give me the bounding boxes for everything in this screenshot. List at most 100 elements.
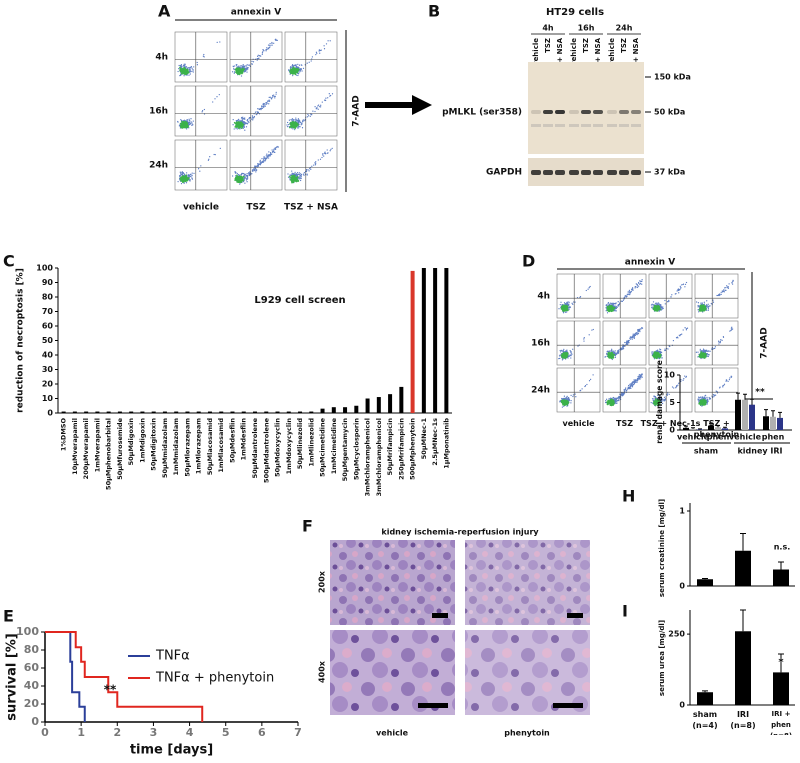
- marker-label: annexin V: [231, 8, 281, 18]
- x-tick-label: 1mMdigoxin: [138, 418, 146, 463]
- annotation: **: [755, 388, 765, 398]
- bar: [444, 268, 449, 413]
- bar: [708, 425, 714, 430]
- x-tick-label: 500µMdantrolene: [262, 417, 270, 483]
- blot-band-faint: [593, 124, 603, 127]
- bar: [275, 411, 280, 413]
- x-tick-label: 1: [77, 726, 85, 739]
- facs-events-dense: [698, 351, 707, 359]
- facs-events-dense: [179, 174, 190, 183]
- y-tick-label: 100: [36, 264, 53, 273]
- blot-band-faint: [531, 124, 541, 127]
- facs-events-dense: [289, 174, 300, 184]
- panel-letter: H: [622, 487, 635, 506]
- error-bar: [740, 533, 746, 551]
- y-axis-label: survival [%]: [5, 633, 20, 720]
- lane-label: TSZ + NSA: [556, 37, 564, 80]
- size-marker: 37 kDa: [654, 168, 685, 177]
- x-tick-label: 1mMdoxycyclin: [285, 418, 293, 475]
- lane-label: vehicle: [570, 38, 578, 66]
- bar: [309, 411, 314, 413]
- y-tick-label: 90: [42, 278, 54, 287]
- error-bar: [736, 392, 740, 400]
- lane-label: TSZ: [582, 38, 590, 53]
- bar: [298, 411, 303, 413]
- annotation: n.s.: [774, 543, 791, 552]
- row-label: 24h: [531, 386, 550, 396]
- bar: [735, 399, 741, 430]
- group-label: sham: [694, 447, 718, 456]
- x-tick-label: 1mMcimetidine: [330, 417, 338, 474]
- figure-title: kidney ischemia-reperfusion injury: [381, 528, 539, 537]
- scale-bar: [567, 613, 583, 618]
- bar: [770, 416, 776, 430]
- error-bar: [698, 428, 702, 430]
- survival-curve: [45, 631, 86, 722]
- facs-events-dense: [289, 121, 299, 130]
- error-bar: [778, 411, 782, 418]
- bar: [388, 394, 393, 413]
- y-tick-label: 70: [42, 307, 54, 316]
- x-tick-label: 50µMlorazepam: [183, 418, 191, 477]
- x-tick-label: 50µMfurosemide: [116, 417, 124, 479]
- x-tick-label: 7: [294, 726, 302, 739]
- x-tick-label: 2.5µMNec-1s: [431, 418, 439, 466]
- blot-membrane: [528, 62, 644, 154]
- x-tick-label: 3mMchloramphenicol: [364, 418, 372, 496]
- size-marker: 150 kDa: [654, 73, 691, 82]
- x-tick-label: 1mMmidazolam: [172, 418, 180, 476]
- blot-band: [531, 110, 541, 114]
- bar: [106, 411, 111, 413]
- x-axis-label: time [days]: [130, 743, 213, 758]
- x-tick-label: 1mMdesflin: [240, 418, 248, 461]
- error-bar: [684, 425, 688, 428]
- panel-letter: A: [158, 2, 171, 21]
- blot-band-faint: [543, 124, 553, 127]
- scale-bar: [432, 613, 448, 618]
- column-label: vehicle: [183, 203, 219, 213]
- lane-label: TSZ: [620, 38, 628, 53]
- bar: [219, 411, 224, 413]
- blot-band-faint: [619, 124, 629, 127]
- annotation: *: [778, 657, 784, 668]
- bar: [61, 411, 66, 413]
- histology-image: [465, 540, 590, 625]
- error-bar: [778, 653, 784, 673]
- y-tick-label: 80: [24, 643, 40, 656]
- x-tick-label: 6: [258, 726, 266, 739]
- bar: [735, 550, 751, 586]
- bar: [331, 407, 336, 413]
- facs-events-dense: [560, 351, 569, 359]
- facs-events-dense: [653, 398, 661, 407]
- lane-label: vehicle: [608, 38, 616, 66]
- x-tick-label: IRI (n=8): [730, 710, 756, 730]
- scale-bar: [553, 703, 583, 708]
- error-bar: [750, 398, 754, 405]
- facs-events-dense: [234, 67, 246, 76]
- facs-events-dense: [234, 174, 245, 184]
- magnification-label: 400x: [318, 660, 327, 683]
- y-tick-label: 5: [669, 398, 675, 407]
- blot-band-faint: [581, 124, 591, 127]
- bar: [742, 399, 748, 430]
- x-tick-label: 50µMdantrolene: [251, 417, 259, 478]
- blot-band: [569, 110, 579, 114]
- bar: [264, 411, 269, 413]
- facs-events-dense: [698, 304, 707, 312]
- panel-letter: I: [622, 602, 628, 621]
- x-tick-label: 50µMdesflin: [228, 418, 236, 463]
- blot-band: [543, 170, 553, 175]
- blot-band: [555, 110, 565, 114]
- blot-band-faint: [607, 124, 617, 127]
- x-tick-label: 1mMlorazepam: [195, 418, 203, 474]
- facs-events-dense: [652, 351, 662, 360]
- x-tick-label: 50µMcyclosporin: [352, 418, 360, 480]
- x-tick-label: 5: [222, 726, 230, 739]
- blot-band: [581, 110, 591, 114]
- x-tick-label: 4: [186, 726, 194, 739]
- x-tick-label: 10µMverapamil: [71, 418, 79, 475]
- facs-events-dense: [560, 304, 569, 312]
- bar: [697, 579, 713, 586]
